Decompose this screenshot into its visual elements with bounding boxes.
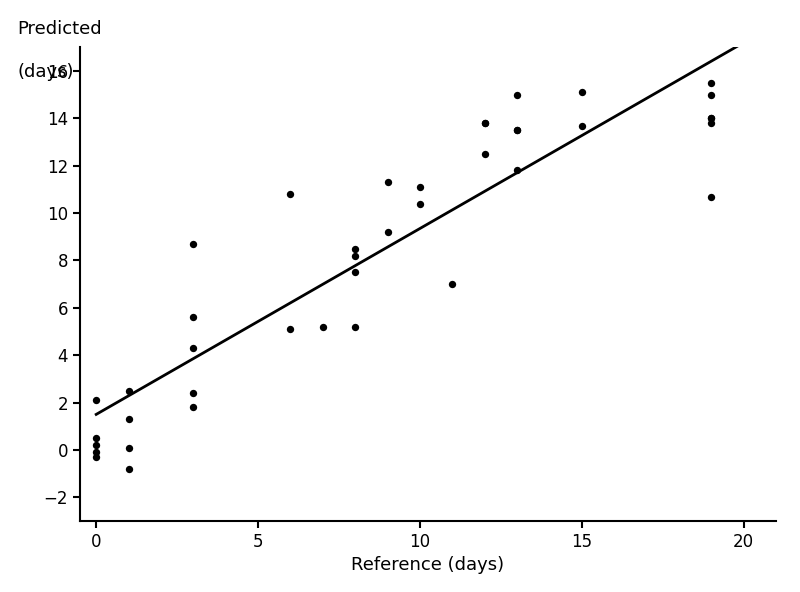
Point: [414, 182, 426, 192]
Point: [478, 149, 491, 159]
Point: [446, 279, 458, 289]
Point: [316, 322, 329, 332]
Point: [122, 386, 135, 395]
Point: [90, 448, 102, 457]
Point: [122, 414, 135, 424]
Text: (days): (days): [18, 63, 74, 81]
Point: [510, 166, 523, 175]
Point: [575, 88, 588, 97]
Point: [478, 118, 491, 128]
Point: [414, 199, 426, 208]
Point: [510, 90, 523, 99]
Point: [90, 452, 102, 462]
Point: [187, 403, 200, 412]
Point: [187, 313, 200, 322]
Point: [122, 464, 135, 474]
Point: [122, 443, 135, 452]
X-axis label: Reference (days): Reference (days): [351, 556, 505, 574]
Point: [705, 192, 718, 201]
Point: [510, 126, 523, 135]
Text: Predicted: Predicted: [18, 20, 102, 38]
Point: [187, 388, 200, 398]
Point: [187, 343, 200, 353]
Point: [381, 227, 394, 237]
Point: [705, 114, 718, 123]
Point: [705, 118, 718, 128]
Point: [705, 78, 718, 88]
Point: [90, 433, 102, 443]
Point: [349, 322, 362, 332]
Point: [705, 90, 718, 99]
Point: [284, 324, 297, 334]
Point: [349, 268, 362, 277]
Point: [90, 440, 102, 450]
Point: [575, 121, 588, 130]
Point: [381, 178, 394, 187]
Point: [478, 118, 491, 128]
Point: [349, 244, 362, 253]
Point: [90, 395, 102, 405]
Point: [284, 189, 297, 199]
Point: [510, 126, 523, 135]
Point: [187, 239, 200, 249]
Point: [349, 251, 362, 260]
Point: [705, 114, 718, 123]
